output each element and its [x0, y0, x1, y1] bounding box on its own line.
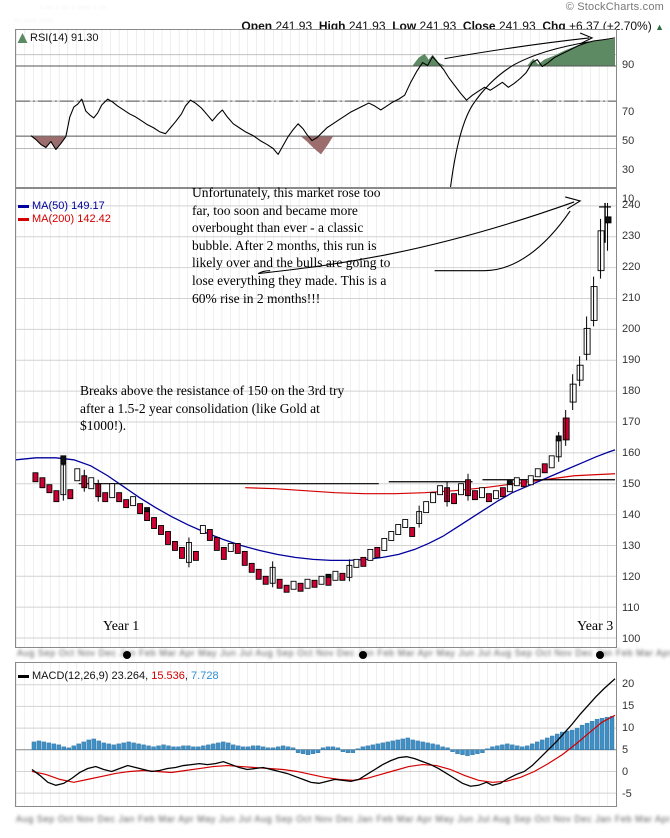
rsi-tick: 50	[622, 135, 635, 147]
rsi-tick: 90	[622, 59, 635, 71]
price-tick: 180	[622, 385, 641, 397]
macd-tick: 5	[622, 744, 629, 756]
price-tick: 220	[622, 261, 641, 273]
macd-swatch	[18, 674, 29, 678]
macd-tick: 0	[622, 766, 629, 778]
ma50-label: MA(50) 149.17	[32, 200, 105, 212]
bubble-annotation: Unfortunately, this market rose too far,…	[192, 185, 391, 306]
up-triangle-icon: ▲	[655, 22, 664, 32]
macd-sep1: ,	[145, 670, 149, 682]
macd-tick: 15	[622, 700, 635, 712]
rsi-plot	[16, 30, 616, 187]
stockcharts-watermark: © StockCharts.com	[565, 1, 664, 13]
price-tick: 170	[622, 416, 641, 428]
rsi-tick: 70	[622, 106, 635, 118]
price-tick: 140	[622, 509, 641, 521]
ma200-label: MA(200) 142.42	[32, 213, 111, 225]
macd-tick: 10	[622, 722, 635, 734]
price-tick: 110	[622, 602, 640, 614]
blurred-date-ticks-mid: Aug Sep Oct Nov Dec Jan Feb Mar Apr May …	[17, 648, 670, 658]
price-tick: 230	[622, 230, 641, 242]
year-3-label: Year 3	[577, 619, 614, 634]
price-tick: 150	[622, 478, 641, 490]
price-tick: 100	[622, 633, 641, 645]
rsi-tick: 10	[622, 193, 635, 205]
price-tick: 240	[622, 199, 641, 211]
price-tick: 200	[622, 323, 641, 335]
year-dot-markers	[123, 651, 604, 659]
macd-panel	[15, 662, 617, 807]
macd-tick: -5	[622, 788, 632, 800]
price-panel	[15, 188, 617, 648]
macd-signal-value: 15.536	[151, 670, 185, 682]
ma200-swatch	[18, 217, 29, 221]
blurred-symbol-header: · ·· · ·· · ···· · ··	[40, 2, 107, 13]
rsi-tick: 30	[622, 164, 635, 176]
macd-value: 23.264	[111, 670, 146, 682]
ma50-legend: MA(50) 149.17	[18, 200, 105, 212]
ma200-legend: MA(200) 142.42	[18, 213, 111, 225]
rsi-axis: 90 70 50 30 10	[622, 29, 668, 205]
macd-legend-prefix: MACD(12,26,9)	[32, 670, 109, 682]
macd-tick: 20	[622, 678, 635, 690]
macd-legend: MACD(12,26,9) 23.264, 15.536, 7.728	[18, 670, 219, 682]
breakout-annotation: Breaks above the resistance of 150 on th…	[80, 383, 345, 434]
price-tick: 130	[622, 540, 641, 552]
macd-plot	[16, 663, 616, 806]
macd-axis: 20 15 10 5 0 -5	[622, 662, 668, 807]
price-tick: 160	[622, 447, 641, 459]
year-separator-row: Aug Sep Oct Nov Dec Jan Feb Mar Apr May …	[15, 648, 670, 662]
blurred-symbol-subheader: ·· ···· ····	[14, 15, 53, 26]
rsi-mountain-icon	[17, 33, 28, 43]
price-tick: 210	[622, 292, 641, 304]
price-axis: 240 230 220 210 200 190 180 170 160 150 …	[622, 188, 668, 648]
macd-sep2: ,	[184, 670, 188, 682]
price-tick: 120	[622, 571, 641, 583]
blurred-date-axis: Aug Sep Oct Nov Dec Jan Feb Mar Apr May …	[16, 814, 670, 824]
rsi-legend-label: RSI(14) 91.30	[30, 32, 99, 44]
price-plot	[16, 189, 616, 647]
price-tick: 190	[622, 354, 641, 366]
year-1-label: Year 1	[103, 619, 140, 634]
rsi-panel	[15, 29, 617, 188]
macd-histogram-value: 7.728	[191, 670, 219, 682]
ma50-swatch	[18, 204, 29, 208]
